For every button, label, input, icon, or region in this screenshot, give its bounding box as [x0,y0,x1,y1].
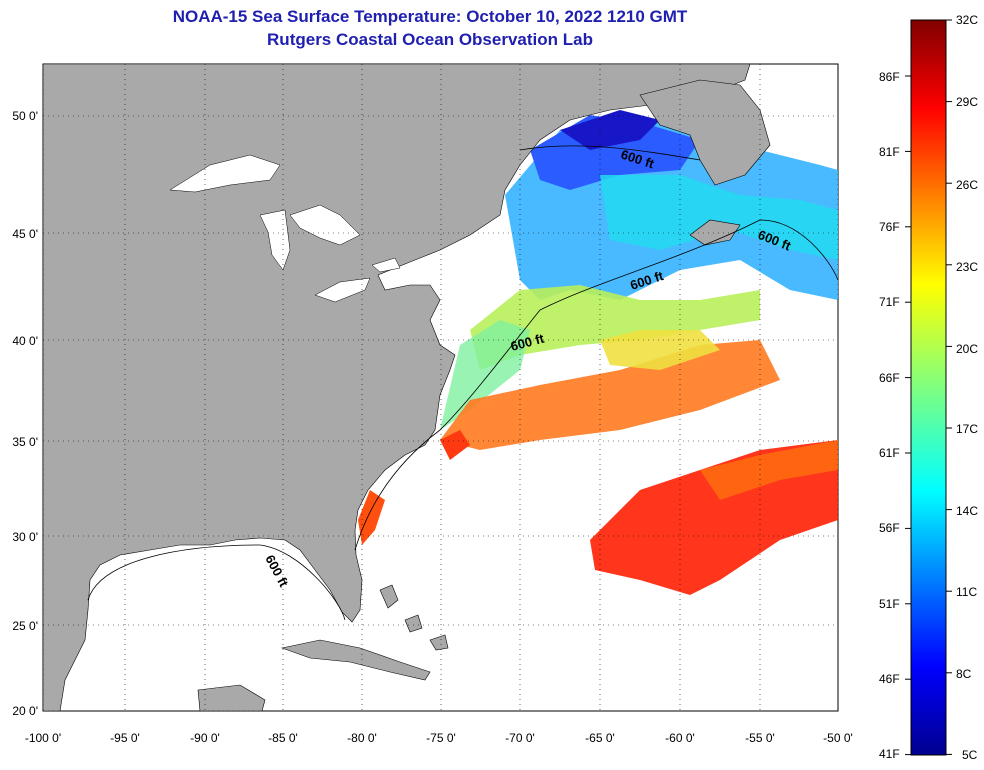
lon-label: -85 0' [268,731,298,745]
colorbar-c-label: 23C [956,260,979,274]
north-america-land [43,64,751,711]
colorbar-f-label: 76F [879,220,900,234]
lat-label: 35 0' [12,435,38,449]
colorbar-c-label: 29C [956,95,979,109]
colorbar-f-label: 81F [879,145,900,159]
colorbar-c-label: 14C [956,504,979,518]
colorbar-f-label: 46F [879,672,900,686]
latitude-labels: 50 0' 45 0' 40 0' 35 0' 30 0' 25 0' 20 0… [12,109,38,718]
colorbar-c-label: 8C [956,667,972,681]
colorbar-f-label: 86F [879,70,900,84]
lat-label: 40 0' [12,334,38,348]
lat-label: 45 0' [12,227,38,241]
longitude-labels: -100 0' -95 0' -90 0' -85 0' -80 0' -75 … [25,731,853,745]
colorbar-c-label: 32C [956,13,979,27]
colorbar-f-label: 66F [879,371,900,385]
colorbar-f-label: 51F [879,597,900,611]
lat-label: 20 0' [12,704,38,718]
map-title: NOAA-15 Sea Surface Temperature: October… [172,7,688,26]
lat-label: 50 0' [12,109,38,123]
colorbar-c-label: 5C [962,748,978,762]
colorbar-c-label: 26C [956,178,979,192]
colorbar-f-label: 71F [879,295,900,309]
colorbar-f-label: 56F [879,521,900,535]
lon-label: -65 0' [585,731,615,745]
colorbar-c-label: 11C [956,585,978,599]
lon-label: -90 0' [190,731,220,745]
lon-label: -75 0' [426,731,456,745]
lon-label: -55 0' [745,731,775,745]
temperature-colorbar [910,19,947,756]
colorbar-ticks [905,19,952,756]
caribbean-land [197,584,449,711]
lon-label: -100 0' [25,731,61,745]
colorbar-c-label: 20C [956,342,979,356]
lon-label: -95 0' [110,731,140,745]
colorbar-f-label: 41F [879,747,900,761]
map-subtitle: Rutgers Coastal Ocean Observation Lab [267,30,593,49]
isobath-contours [87,145,838,621]
lon-label: -60 0' [665,731,695,745]
atlantic-canada-land [639,79,771,246]
lat-label: 25 0' [12,619,38,633]
lon-label: -70 0' [505,731,535,745]
lat-label: 30 0' [12,530,38,544]
colorbar-f-label: 61F [879,446,900,460]
lon-label: -50 0' [823,731,853,745]
lon-label: -80 0' [347,731,377,745]
colorbar-c-label: 17C [956,422,979,436]
great-lakes [169,154,401,303]
